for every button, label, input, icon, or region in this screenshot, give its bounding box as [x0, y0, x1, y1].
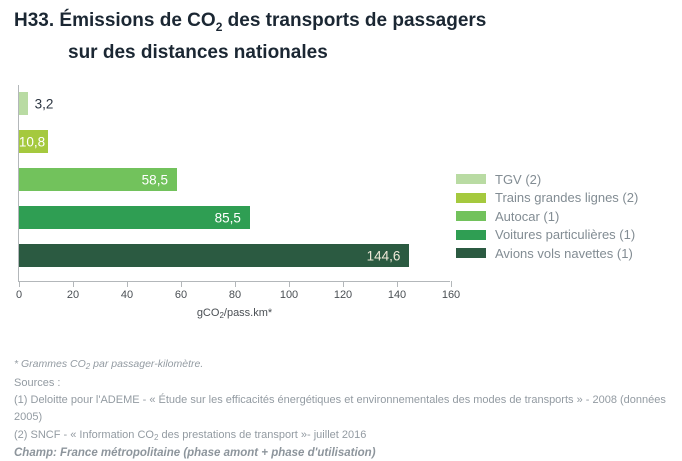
legend-item: TGV (2)	[456, 170, 638, 189]
bar-Trains grandes lignes (2)	[19, 130, 49, 153]
x-axis-tick	[234, 281, 236, 287]
x-axis-tick-label: 60	[174, 289, 188, 301]
x-axis-tick	[396, 281, 398, 287]
x-axis-tick-label: 160	[441, 289, 461, 301]
x-axis-tick	[18, 281, 20, 287]
chart-title: H33. Émissions de CO2 des transports de …	[14, 8, 486, 65]
bar-Autocar (1)	[19, 168, 177, 191]
x-axis-tick-label: 140	[387, 289, 407, 301]
footnote-grammes: * Grammes CO2 par passager-kilomètre.	[14, 358, 204, 371]
chart-title-line2: sur des distances nationales	[68, 42, 328, 63]
x-axis-tick	[180, 281, 182, 287]
bar-value-label: 3,2	[34, 95, 54, 111]
x-axis-tick	[342, 281, 344, 287]
chart-title-line1: H33. Émissions de CO2 des transports de …	[14, 10, 487, 34]
legend-swatch	[456, 174, 486, 185]
legend-label: Voitures particulières (1)	[495, 227, 636, 243]
bar-value-label: 144,6	[366, 247, 401, 263]
legend-swatch	[456, 229, 486, 240]
footnotes: * Grammes CO2 par passager-kilomètre. So…	[14, 356, 674, 461]
x-axis-label: gCO2/pass.km*	[196, 307, 273, 320]
bar-row: 85,5	[19, 206, 451, 229]
bar-row: 144,6	[19, 244, 451, 267]
plot-area: 3,2 10,8 58,5 85,5 144,6 0 20 40 60 80 100 120 140 1…	[16, 85, 460, 320]
bar-row: 58,5	[19, 168, 451, 191]
x-axis-tick-label: 100	[279, 289, 299, 301]
x-axis-tick	[126, 281, 128, 287]
legend-label: Trains grandes lignes (2)	[495, 190, 639, 206]
legend-swatch	[456, 248, 486, 259]
legend-swatch	[456, 211, 486, 222]
legend-item: Avions vols navettes (1)	[456, 244, 638, 263]
bar-value-label: 85,5	[214, 209, 241, 225]
legend-item: Voitures particulières (1)	[456, 226, 638, 245]
legend-label: Avions vols navettes (1)	[495, 245, 633, 261]
legend-item: Trains grandes lignes (2)	[456, 189, 638, 208]
x-axis-tick-label: 120	[333, 289, 353, 301]
x-axis-tick-label: 40	[120, 289, 134, 301]
bar-TGV (2)	[19, 92, 28, 115]
x-axis-tick	[450, 281, 452, 287]
x-axis-tick-label: 0	[15, 289, 23, 301]
x-axis-tick-label: 20	[66, 289, 80, 301]
footnote-source-1: (1) Deloitte pour l'ADEME - « Étude sur …	[14, 394, 666, 423]
chart-legend: TGV (2) Trains grandes lignes (2) Autocar …	[456, 170, 638, 263]
footnote-sources-label: Sources :	[14, 377, 61, 389]
legend-label: Autocar (1)	[495, 208, 560, 224]
bar-row: 10,8	[19, 130, 451, 153]
footnote-source-2: (2) SNCF - « Information CO2 des prestat…	[14, 429, 367, 442]
x-axis-tick	[72, 281, 74, 287]
x-axis-tick	[288, 281, 290, 287]
bar-value-label: 10,8	[18, 133, 46, 149]
bar-Voitures particulières (1)	[19, 206, 250, 229]
bar-Avions vols navettes (1)	[19, 244, 410, 267]
bar-value-label: 58,5	[141, 171, 168, 187]
x-axis-tick-label: 80	[228, 289, 242, 301]
bar-row: 3,2	[19, 92, 451, 115]
figure-page: H33. Émissions de CO2 des transports de …	[14, 8, 666, 459]
legend-item: Autocar (1)	[456, 207, 638, 226]
legend-swatch	[456, 192, 486, 203]
footnote-champ: Champ: France métropolitaine (phase amon…	[14, 447, 376, 459]
legend-label: TGV (2)	[495, 171, 542, 187]
